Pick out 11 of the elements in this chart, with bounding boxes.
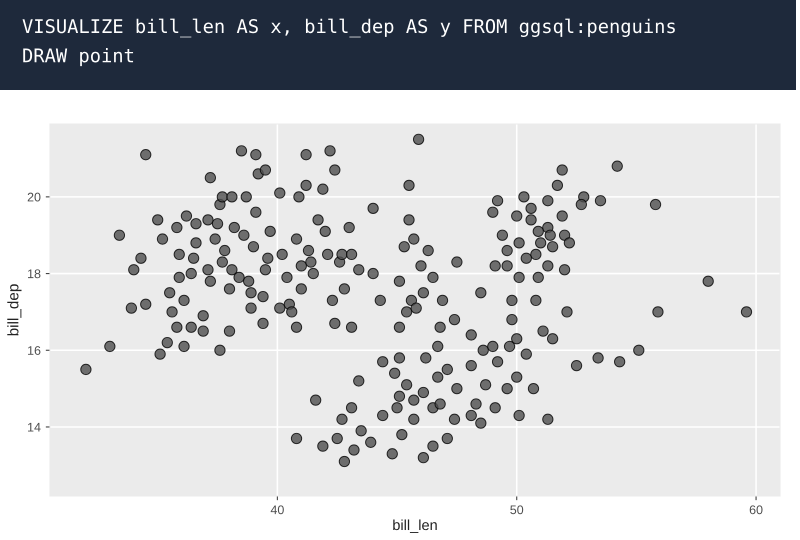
chart-subtitle: DRAW point	[23, 48, 134, 66]
y-tick-label: 18	[28, 269, 40, 278]
y-tick-label: 16	[28, 346, 40, 355]
x-tick-label: 50	[510, 505, 524, 514]
chart-title: VISUALIZE bill_len AS x, bill_dep AS y FROM ggsql:penguins	[22, 18, 675, 38]
x-tick-label: 60	[750, 505, 763, 514]
x-tick-label: 40	[270, 505, 284, 514]
y-tick-label: 20	[28, 192, 40, 202]
y-axis-title: bill_dep	[7, 284, 22, 336]
x-axis-title: bill_len	[393, 519, 437, 533]
y-tick-label: 14	[28, 422, 41, 432]
